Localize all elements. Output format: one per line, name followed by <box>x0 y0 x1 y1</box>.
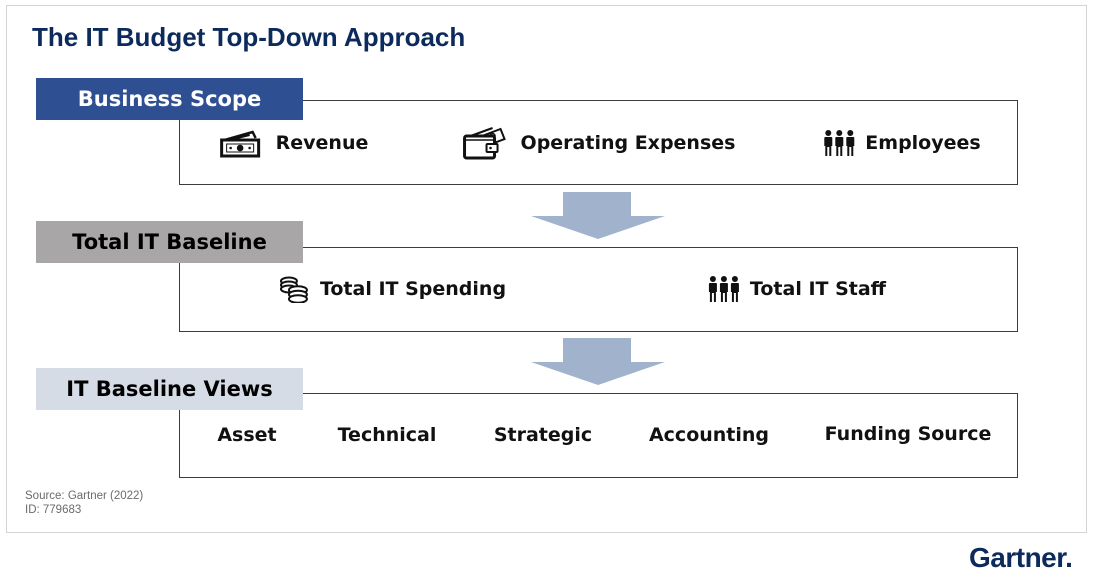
employees-label: Employees <box>865 132 981 154</box>
operating-expenses-item: Operating Expenses <box>463 123 736 163</box>
slide-frame <box>6 5 1087 533</box>
operating-expenses-label: Operating Expenses <box>520 132 736 154</box>
total-it-spending-item: Total IT Spending <box>278 269 506 309</box>
revenue-label: Revenue <box>275 132 369 154</box>
document-id: ID: 779683 <box>25 504 82 516</box>
total-it-baseline-label: Total IT Baseline <box>36 221 303 263</box>
source-note: Source: Gartner (2022) ID: 779683 <box>25 489 143 517</box>
employees-item: Employees <box>823 123 981 163</box>
money-bill-icon <box>220 130 261 158</box>
people-group-icon <box>824 130 855 156</box>
it-baseline-views-label: IT Baseline Views <box>36 368 303 410</box>
view-accounting: Accounting <box>648 424 770 446</box>
view-funding-source: Funding Source <box>824 423 992 445</box>
business-scope-panel: Revenue Operating Expenses Employees <box>179 100 1018 185</box>
total-it-baseline-panel: Total IT Spending Total IT Staff <box>179 247 1018 332</box>
view-strategic: Strategic <box>493 424 593 446</box>
total-it-spending-label: Total IT Spending <box>319 278 507 300</box>
business-scope-label: Business Scope <box>36 78 303 120</box>
revenue-item: Revenue <box>220 123 369 163</box>
wallet-cash-icon <box>463 127 506 160</box>
it-baseline-views-panel: Asset Technical Strategic Accounting Fun… <box>179 393 1018 478</box>
page-title: The IT Budget Top-Down Approach <box>32 22 466 52</box>
down-arrow-icon <box>531 338 665 385</box>
coin-stack-icon <box>279 276 308 303</box>
total-it-staff-label: Total IT Staff <box>749 278 887 300</box>
view-asset: Asset <box>217 424 277 446</box>
view-technical: Technical <box>337 424 437 446</box>
people-group-icon <box>708 276 739 302</box>
down-arrow-icon <box>531 192 665 239</box>
gartner-logo: Gartner. <box>969 542 1073 573</box>
total-it-staff-item: Total IT Staff <box>708 269 886 309</box>
source-text: Source: Gartner (2022) <box>25 490 144 502</box>
